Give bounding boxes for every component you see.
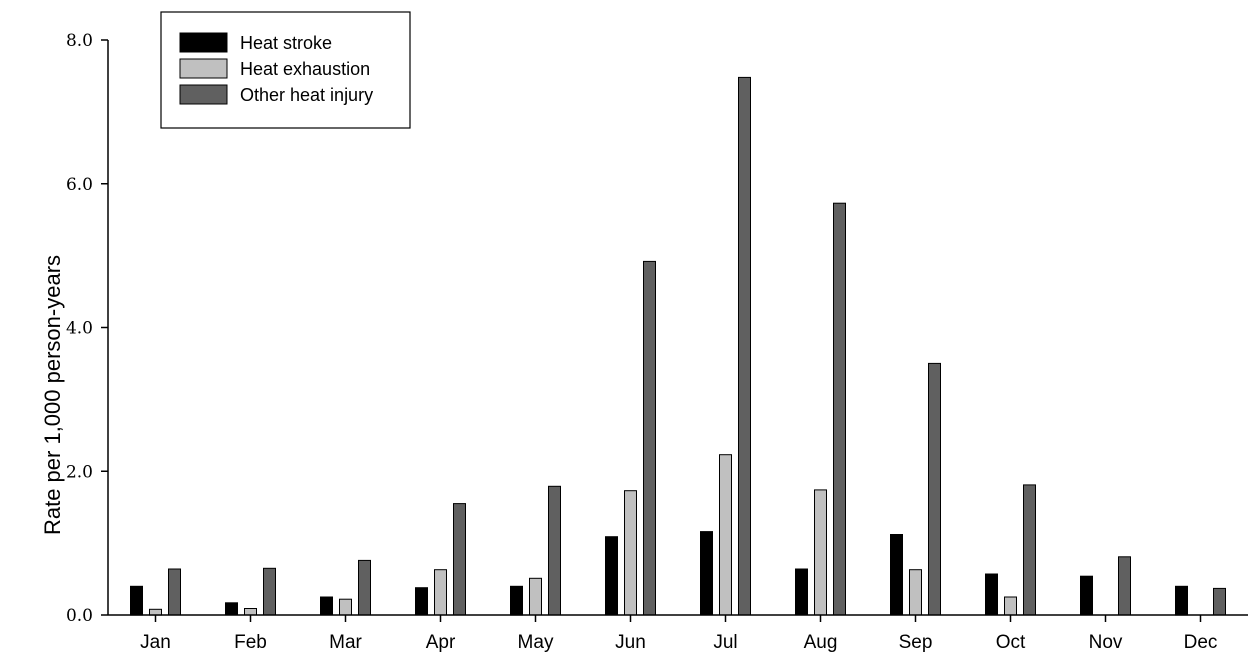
bar-other-heat-injury-nov	[1118, 556, 1131, 616]
x-tick-label: Jul	[713, 632, 737, 653]
bar-heat-exhaustion-mar	[339, 598, 352, 616]
x-tick-label: Aug	[804, 632, 838, 653]
bar-heat-stroke-apr	[415, 587, 428, 616]
bar-other-heat-injury-mar	[358, 559, 371, 616]
bar-heat-exhaustion-may	[529, 577, 542, 616]
bar-other-heat-injury-aug	[833, 202, 846, 616]
y-tick-label: 8.0	[66, 31, 93, 51]
bar-other-heat-injury-apr	[453, 503, 466, 616]
bar-heat-stroke-sep	[890, 534, 903, 616]
plot-area	[130, 76, 1226, 616]
bar-other-heat-injury-jun	[643, 260, 656, 616]
bar-heat-stroke-nov	[1080, 575, 1093, 616]
y-axis-label: Rate per 1,000 person-years	[40, 255, 65, 535]
x-tick-label: Oct	[996, 632, 1026, 653]
bar-heat-exhaustion-feb	[244, 608, 257, 616]
x-tick-label: Jun	[615, 632, 646, 653]
bar-heat-exhaustion-sep	[909, 569, 922, 616]
x-tick-label: May	[518, 632, 554, 653]
bar-other-heat-injury-oct	[1023, 484, 1036, 616]
x-tick-label: Feb	[234, 632, 267, 653]
bar-heat-stroke-jan	[130, 585, 143, 616]
bar-heat-stroke-jul	[700, 531, 713, 616]
bar-heat-exhaustion-jul	[719, 454, 732, 616]
bar-heat-exhaustion-aug	[814, 489, 827, 616]
bar-other-heat-injury-jul	[738, 76, 751, 616]
bar-heat-stroke-may	[510, 585, 523, 616]
x-tick-label: Mar	[329, 632, 362, 653]
legend-swatch	[179, 32, 228, 53]
legend-swatch	[179, 58, 228, 79]
legend-label: Heat stroke	[240, 33, 332, 53]
x-tick-label: Dec	[1184, 632, 1218, 653]
bar-heat-stroke-aug	[795, 568, 808, 616]
x-tick-label: Nov	[1089, 632, 1123, 653]
bar-heat-exhaustion-apr	[434, 569, 447, 616]
y-tick-label: 2.0	[66, 462, 93, 482]
bar-heat-exhaustion-oct	[1004, 596, 1017, 616]
bar-heat-stroke-mar	[320, 596, 333, 616]
y-tick-label: 6.0	[66, 175, 93, 195]
bar-heat-exhaustion-jun	[624, 490, 637, 616]
legend-label: Other heat injury	[240, 85, 373, 105]
bar-heat-exhaustion-jan	[149, 608, 162, 616]
y-tick-label: 4.0	[66, 319, 93, 339]
bar-other-heat-injury-jan	[168, 568, 181, 616]
bar-heat-stroke-feb	[225, 602, 238, 616]
bar-heat-stroke-jun	[605, 536, 618, 616]
x-tick-label: Apr	[426, 632, 456, 653]
bar-other-heat-injury-sep	[928, 362, 941, 616]
bar-other-heat-injury-may	[548, 485, 561, 616]
bar-heat-stroke-oct	[985, 573, 998, 616]
legend: Heat stroke Heat exhaustion Other heat inj…	[160, 11, 411, 129]
bar-other-heat-injury-feb	[263, 567, 276, 616]
y-axis: 0.0 2.0 4.0 6.0 8.0	[66, 31, 108, 626]
y-tick-label: 0.0	[66, 606, 93, 626]
x-axis: Jan Feb Mar Apr May Jun Jul Aug Sep Oct Nov Dec	[140, 615, 1217, 653]
bar-heat-stroke-dec	[1175, 585, 1188, 616]
legend-label: Heat exhaustion	[240, 59, 370, 79]
bar-other-heat-injury-dec	[1213, 587, 1226, 616]
legend-swatch	[179, 84, 228, 105]
x-tick-label: Sep	[899, 632, 933, 653]
axes	[107, 40, 1248, 616]
x-tick-label: Jan	[140, 632, 171, 653]
